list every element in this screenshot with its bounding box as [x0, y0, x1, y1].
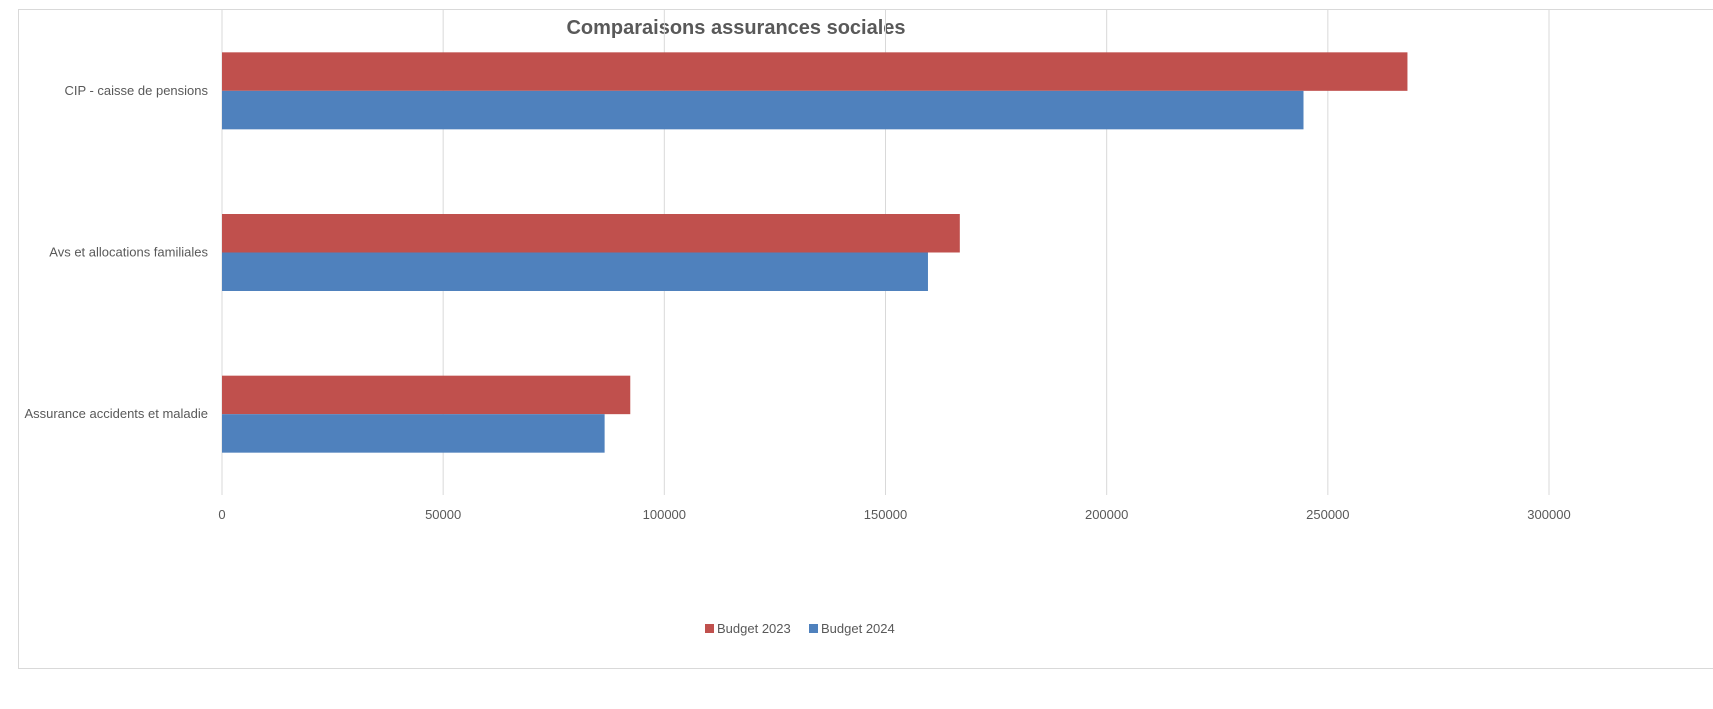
category-label: CIP - caisse de pensions	[64, 83, 208, 98]
x-tick-label: 150000	[864, 507, 907, 522]
category-label: Assurance accidents et maladie	[24, 406, 208, 421]
legend-swatch	[809, 624, 818, 633]
legend-label[interactable]: Budget 2024	[821, 621, 895, 636]
category-label: Avs et allocations familiales	[49, 245, 208, 260]
bar-budget-2024[interactable]	[222, 90, 1304, 130]
bar-budget-2023[interactable]	[222, 214, 960, 253]
x-tick-label: 0	[218, 507, 225, 522]
category-labels: CIP - caisse de pensions Avs et allocatio…	[24, 83, 208, 421]
bar-budget-2024[interactable]	[222, 414, 605, 453]
x-tick-label: 100000	[643, 507, 686, 522]
bar-budget-2023[interactable]	[222, 375, 631, 415]
legend-label[interactable]: Budget 2023	[717, 621, 791, 636]
x-axis-ticks: 0 50000 100000 150000 200000 250000 300000	[218, 507, 1570, 522]
x-tick-label: 250000	[1306, 507, 1349, 522]
bars	[222, 52, 1408, 453]
bar-budget-2023[interactable]	[222, 52, 1408, 91]
x-tick-label: 50000	[425, 507, 461, 522]
x-tick-label: 200000	[1085, 507, 1128, 522]
bar-budget-2024[interactable]	[222, 252, 928, 292]
x-tick-label: 300000	[1527, 507, 1570, 522]
legend[interactable]: Budget 2023 Budget 2024	[705, 621, 895, 636]
chart-title: Comparaisons assurances sociales	[566, 17, 905, 39]
legend-swatch	[705, 624, 714, 633]
